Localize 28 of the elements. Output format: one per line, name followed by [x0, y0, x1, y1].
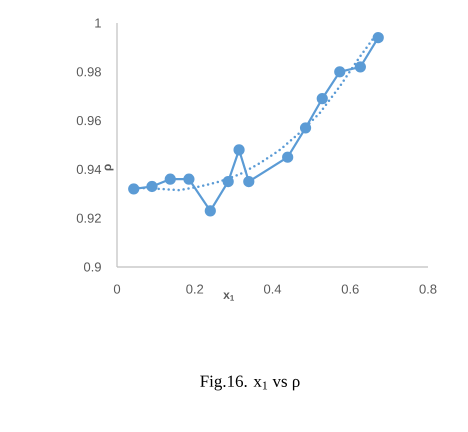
point	[372, 32, 384, 44]
point	[300, 122, 312, 134]
y-tick-label: 0.98	[76, 67, 101, 76]
point	[164, 174, 176, 185]
y-tick-label: 0.94	[76, 164, 102, 174]
point	[222, 176, 234, 188]
point	[128, 183, 140, 195]
x-tick-label: 0.4	[264, 284, 282, 294]
x-tick-label: 0.2	[186, 284, 204, 294]
point	[146, 180, 158, 192]
y-tick-label: 0.9	[84, 262, 101, 272]
caption: Fig.16. x$_{1}$ vs ρ	[200, 376, 300, 390]
x-axis-title: x$_{1}$	[223, 292, 234, 301]
x-tick-label: 0.8	[420, 284, 436, 294]
point	[334, 66, 346, 78]
y-axis-title: ρ	[104, 164, 114, 170]
point	[354, 61, 366, 73]
y-tick-label: 0.92	[76, 214, 101, 223]
x-tick-label: 0	[114, 284, 120, 294]
y-tick-label: 1	[95, 18, 101, 28]
point	[316, 93, 328, 104]
point	[183, 174, 195, 185]
y-tick-label: 0.96	[76, 116, 101, 126]
point	[204, 205, 216, 216]
point	[243, 176, 254, 188]
x-tick-label: 0.6	[342, 284, 359, 294]
point	[233, 144, 245, 156]
point	[282, 152, 294, 163]
